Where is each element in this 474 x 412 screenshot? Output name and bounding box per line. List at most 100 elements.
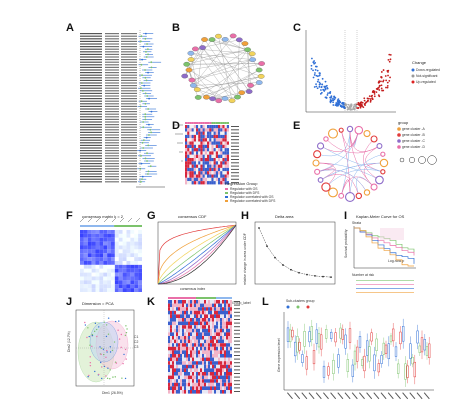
table-text-bar [121, 108, 137, 110]
pca-point [106, 349, 108, 352]
volcano-point [359, 105, 362, 108]
heatmap-cell [212, 343, 214, 347]
table-text-bar [105, 155, 119, 157]
heatmap-cell [168, 321, 170, 326]
volcano-point [321, 83, 324, 86]
annotation-bar [188, 297, 190, 299]
heatmap-cell [220, 343, 222, 347]
heatmap-cell [192, 303, 194, 308]
annotation-bar [204, 122, 207, 124]
heatmap-cell [194, 321, 196, 326]
heatmap-cell [230, 310, 232, 315]
heatmap-cell [211, 161, 214, 165]
heatmap-cell [200, 321, 202, 326]
heatmap-cell [168, 310, 170, 315]
heatmap-cell [170, 332, 172, 336]
heatmap-cell [222, 181, 225, 185]
heatmap-cell [218, 354, 220, 358]
table-text-bar [105, 111, 119, 113]
heatmap-cell [187, 151, 190, 155]
heatmap-cell [226, 328, 228, 333]
heatmap-cell [209, 131, 212, 135]
heatmap-cell [172, 350, 174, 354]
pca-point [99, 346, 101, 348]
heatmap-cell [190, 354, 192, 358]
pca-point [101, 377, 103, 380]
heatmap-cell [211, 148, 214, 152]
heatmap-cell [216, 361, 218, 365]
volcano-point [367, 99, 369, 102]
heatmap-cell [198, 368, 200, 372]
heatmap-cell [194, 357, 196, 362]
matrix-cell [134, 264, 139, 269]
heatmap-cell [218, 167, 221, 172]
heatmap-cell [204, 300, 206, 304]
heatmap-cell [209, 144, 212, 149]
heatmap-cell [218, 128, 221, 132]
heatmap-cell [170, 372, 172, 376]
panel-label-j: J [66, 296, 73, 308]
heatmap-cell [172, 361, 174, 365]
annotation-bar [192, 297, 194, 299]
heatmap-cell [172, 375, 174, 380]
volcano-point [386, 81, 389, 84]
heatmap-cell [222, 307, 224, 311]
row-label [234, 344, 240, 346]
heatmap-cell [215, 128, 218, 132]
heatmap-cell [196, 390, 198, 394]
annotation-bar [212, 297, 214, 299]
network-edge [197, 47, 203, 90]
matrix-cell [118, 230, 123, 234]
heatmap-cell [224, 174, 227, 178]
heatmap-cell [182, 372, 184, 376]
heatmap-cell [208, 310, 210, 315]
volcano-point [380, 87, 383, 90]
table-text-bar [105, 160, 119, 162]
table-text-bar [80, 69, 102, 71]
table-text-bar [105, 139, 119, 141]
panel-j-legend-c2: C2 [134, 340, 138, 344]
cluster-bar [114, 225, 142, 227]
heatmap-cell [193, 158, 196, 162]
heatmap-cell [198, 354, 200, 358]
table-text-bar [80, 160, 102, 162]
heatmap-cell [180, 318, 182, 322]
panel-c-legend-down: Down-regulated [416, 68, 440, 72]
heatmap-cell [214, 357, 216, 362]
heatmap-cell [198, 131, 201, 135]
panel-j-ylabel: Dim2 (12.7%) [67, 331, 71, 352]
heatmap-cell [218, 364, 220, 369]
heatmap-cell [222, 138, 225, 142]
heatmap-cell [172, 300, 174, 304]
heatmap-cell [222, 361, 224, 365]
heatmap-cell [206, 310, 208, 315]
row-label [231, 165, 239, 167]
heatmap-cell [226, 128, 229, 132]
table-text-bar [105, 163, 119, 165]
table-text-bar [80, 113, 102, 115]
volcano-point [332, 99, 335, 102]
pca-point [124, 334, 127, 337]
heatmap-cell [216, 300, 218, 304]
network-edge [349, 128, 375, 188]
table-text-bar [105, 95, 119, 97]
heatmap-cell [222, 379, 224, 383]
volcano-point [386, 84, 389, 87]
heatmap-cell [174, 300, 176, 304]
heatmap-cell [224, 310, 226, 315]
heatmap-cell [185, 134, 188, 139]
table-text-bar [80, 150, 102, 152]
heatmap-cell [198, 307, 200, 311]
heatmap-cell [224, 314, 226, 318]
matrix-cell [114, 288, 119, 292]
matrix-cell [138, 249, 142, 254]
heatmap-cell [226, 138, 229, 142]
heatmap-cell [226, 390, 228, 394]
table-text-bar [105, 152, 119, 154]
network-edge [206, 69, 260, 98]
table-text-bar [121, 92, 137, 94]
heatmap-cell [220, 174, 223, 178]
heatmap-cell [208, 375, 210, 380]
heatmap-cell [218, 386, 220, 390]
table-text-bar [105, 51, 119, 53]
